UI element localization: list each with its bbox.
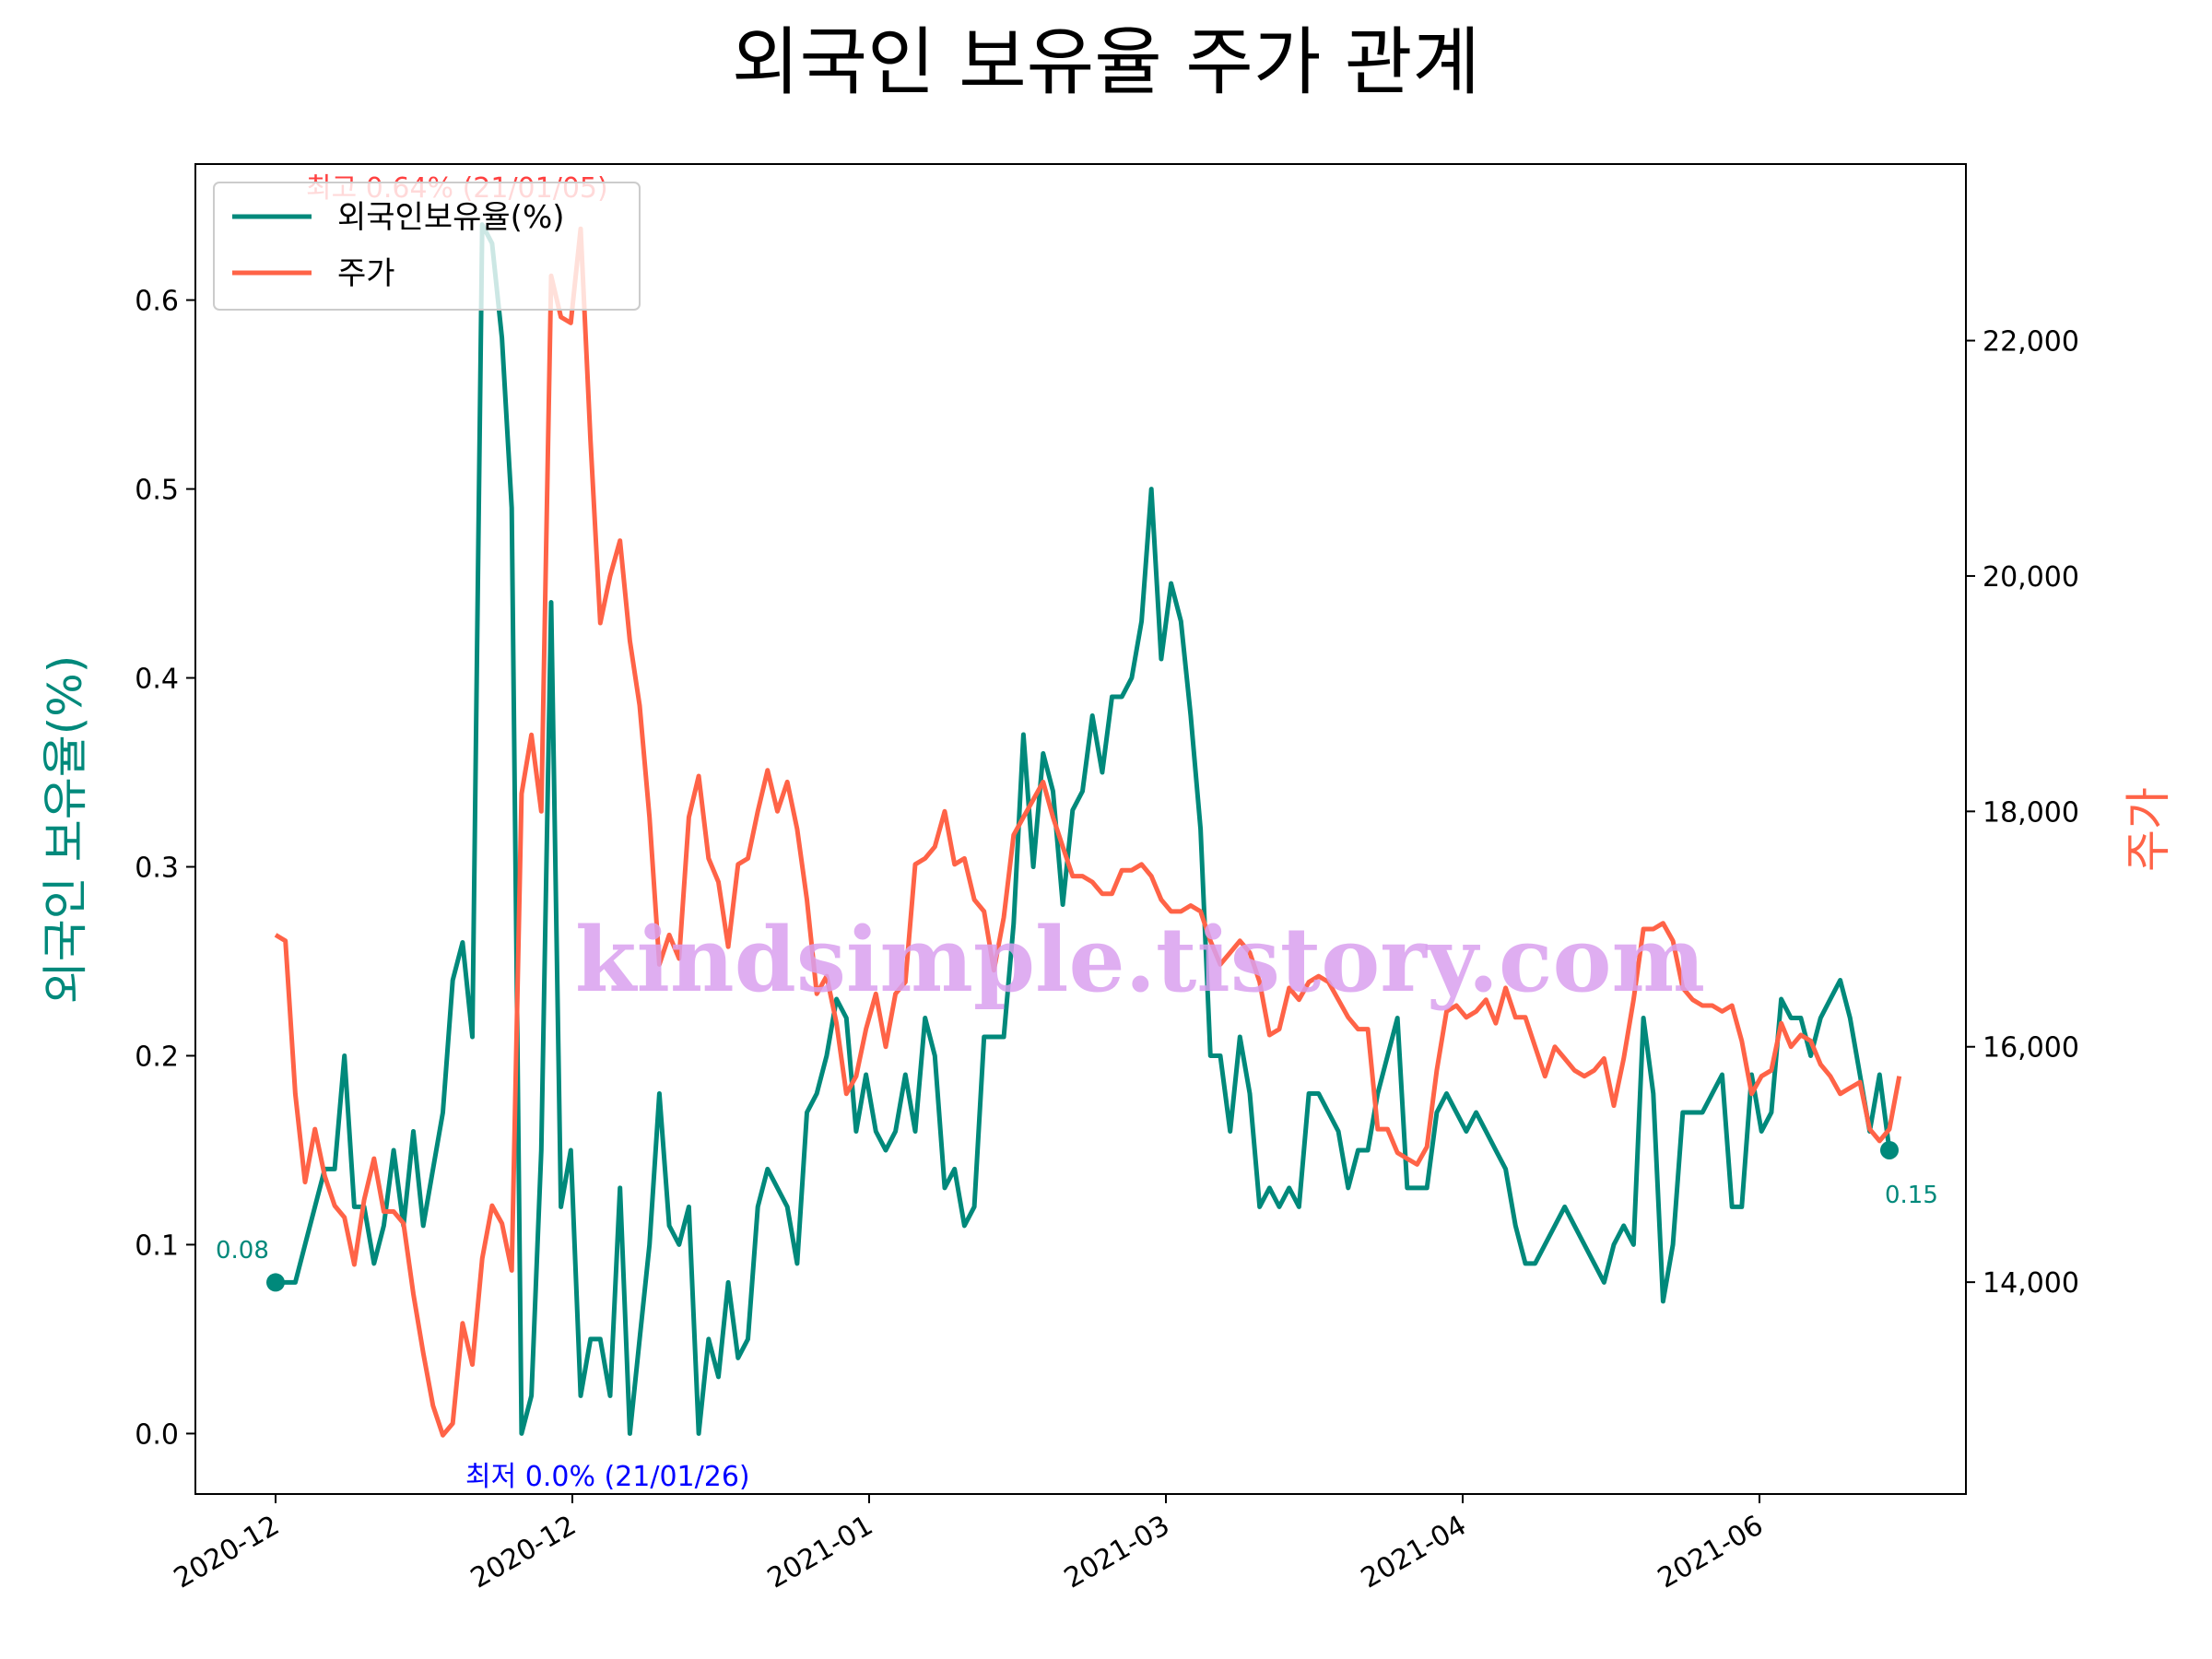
y-axis-right-title: 주가 xyxy=(2122,787,2175,872)
y-axis-left-title: 외국인 보유율(%) xyxy=(39,655,92,1004)
series-line-price xyxy=(274,226,1902,1438)
end-point-marker xyxy=(1880,1140,1899,1159)
end-value-label: 0.15 xyxy=(1885,1182,1938,1209)
y-axis-left: 0.0 0.1 0.2 0.3 0.4 0.5 0.6 xyxy=(135,286,195,1451)
legend-box xyxy=(213,182,641,311)
y-left-tick-label: 0.4 xyxy=(135,664,179,696)
x-tick-label: 2020-12 xyxy=(465,1510,582,1595)
series-line-ratio xyxy=(276,222,1892,1436)
x-tick-label: 2020-12 xyxy=(169,1510,285,1595)
y-left-tick-label: 0.5 xyxy=(135,475,179,507)
y-left-tick-label: 0.2 xyxy=(135,1041,179,1073)
x-tick-label: 2021-06 xyxy=(1653,1510,1769,1595)
start-value-label: 0.08 xyxy=(216,1237,269,1265)
legend-label-price: 주가 xyxy=(337,255,395,292)
y-left-tick-label: 0.1 xyxy=(135,1230,179,1262)
y-right-tick-label: 22,000 xyxy=(1983,326,2079,359)
y-left-tick-label: 0.3 xyxy=(135,852,179,884)
x-tick-label: 2021-04 xyxy=(1356,1510,1472,1595)
chart-title: 외국인 보유율 주가 관계 xyxy=(732,19,1480,105)
y-axis-right: 14,000 16,000 18,000 20,000 22,000 xyxy=(1966,326,2079,1300)
x-tick-label: 2021-01 xyxy=(762,1510,878,1595)
watermark: kindsimple.tistory.com xyxy=(575,908,1705,1012)
x-tick-label: 2021-03 xyxy=(1059,1510,1175,1595)
markers-layer xyxy=(266,1140,1899,1292)
y-right-tick-label: 18,000 xyxy=(1983,796,2079,829)
x-axis: 2020-12 2020-12 2021-01 2021-03 2021-04 2021-… xyxy=(169,1494,1769,1595)
y-left-tick-label: 0.6 xyxy=(135,286,179,318)
y-right-tick-label: 14,000 xyxy=(1983,1267,2079,1300)
legend-label-ratio: 외국인보유율(%) xyxy=(337,199,565,236)
y-right-tick-label: 20,000 xyxy=(1983,561,2079,594)
legend: 외국인보유율(%) 주가 xyxy=(213,182,641,311)
annotation-low: 최저 0.0% (21/01/26) xyxy=(465,1461,750,1493)
series-layer xyxy=(274,222,1902,1438)
y-right-tick-label: 16,000 xyxy=(1983,1032,2079,1065)
plot-frame xyxy=(194,163,1967,1495)
start-point-marker xyxy=(266,1273,285,1292)
y-left-tick-label: 0.0 xyxy=(135,1418,179,1451)
